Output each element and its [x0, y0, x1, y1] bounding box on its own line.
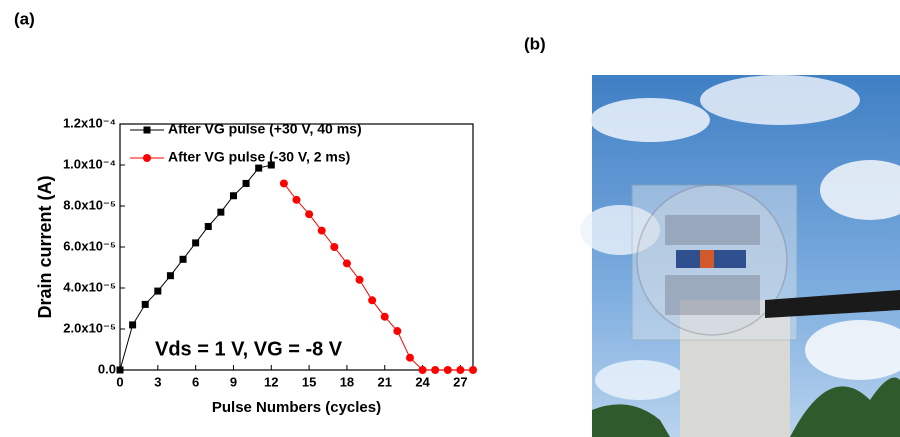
- marker: [117, 367, 124, 374]
- marker: [217, 209, 224, 216]
- panel-label: (a): [14, 9, 35, 28]
- y-tick-label: 6.0x10⁻⁵: [63, 238, 116, 253]
- legend-label: After VG pulse (-30 V, 2 ms): [168, 149, 350, 165]
- y-tick-label: 1.0x10⁻⁴: [63, 156, 116, 171]
- photo: [580, 75, 900, 437]
- x-tick-label: 15: [302, 374, 316, 389]
- y-tick-label: 2.0x10⁻⁵: [63, 320, 116, 335]
- marker: [343, 259, 351, 267]
- marker: [456, 366, 464, 374]
- marker: [180, 256, 187, 263]
- legend-marker: [143, 154, 151, 162]
- marker: [154, 288, 161, 295]
- marker: [381, 313, 389, 321]
- marker: [305, 210, 313, 218]
- x-tick-label: 24: [415, 374, 430, 389]
- marker: [255, 165, 262, 172]
- marker: [243, 180, 250, 187]
- x-tick-label: 3: [154, 374, 161, 389]
- x-tick-label: 9: [230, 374, 237, 389]
- figure: (a) (b) 0 3 6 9 12 15 18 21 24 27 0.0 2.0x10⁻⁵ 4.0x1…: [0, 0, 900, 437]
- marker: [280, 179, 288, 187]
- x-tick-label: 27: [453, 374, 467, 389]
- y-tick-label: 8.0x10⁻⁵: [63, 197, 116, 212]
- marker: [142, 301, 149, 308]
- marker: [330, 243, 338, 251]
- marker: [419, 366, 427, 374]
- marker: [393, 327, 401, 335]
- y-tick-label: 0.0: [98, 361, 116, 376]
- marker: [469, 366, 477, 374]
- marker: [444, 366, 452, 374]
- marker: [230, 192, 237, 199]
- x-tick-label: 0: [116, 374, 123, 389]
- marker: [318, 227, 326, 235]
- x-tick-label: 18: [340, 374, 354, 389]
- legend-label: After VG pulse (+30 V, 40 ms): [168, 121, 362, 137]
- y-tick-label: 1.2x10⁻⁴: [63, 115, 116, 130]
- marker: [293, 196, 301, 204]
- y-tick-label: 4.0x10⁻⁵: [63, 279, 116, 294]
- marker: [356, 276, 364, 284]
- marker: [368, 296, 376, 304]
- marker: [167, 272, 174, 279]
- panel-label: (b): [524, 34, 546, 53]
- y-axis-label: Drain current (A): [35, 175, 55, 318]
- marker: [406, 354, 414, 362]
- marker: [205, 223, 212, 230]
- marker: [431, 366, 439, 374]
- x-tick-label: 21: [378, 374, 392, 389]
- annotation: Vds = 1 V, VG = -8 V: [155, 338, 343, 360]
- x-tick-label: 6: [192, 374, 199, 389]
- marker: [129, 321, 136, 328]
- x-axis-label: Pulse Numbers (cycles): [212, 399, 381, 416]
- marker: [192, 239, 199, 246]
- legend-marker: [144, 127, 151, 134]
- x-tick-label: 12: [264, 374, 278, 389]
